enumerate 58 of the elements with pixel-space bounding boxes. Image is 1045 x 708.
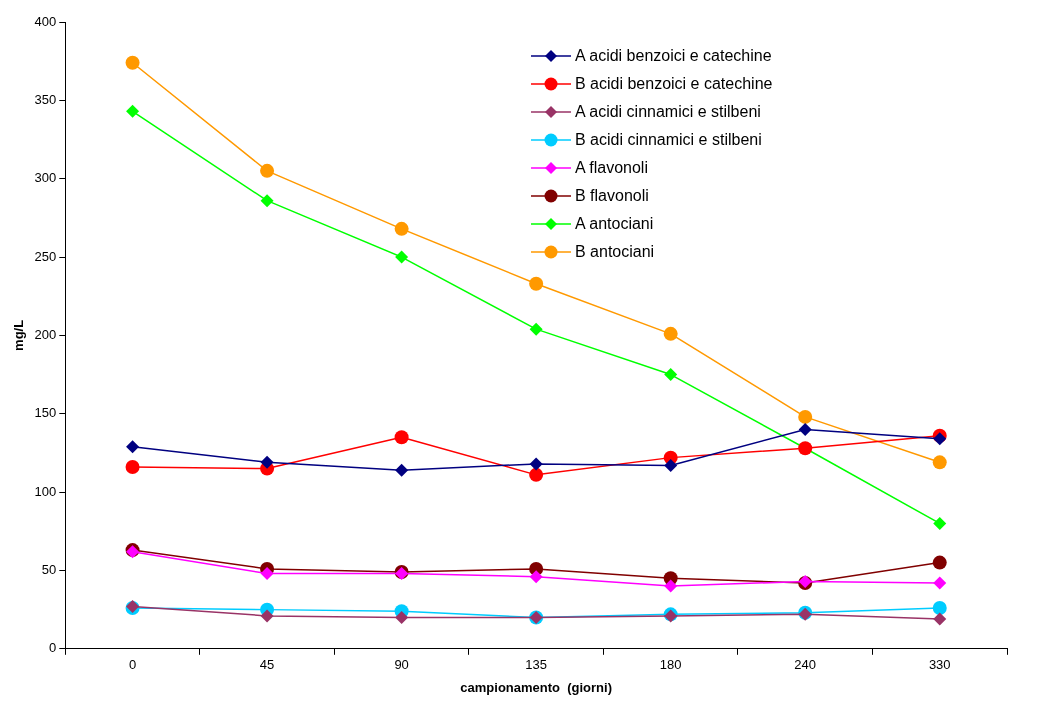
point [664, 368, 678, 382]
legend-label: B acidi cinnamici e stilbeni [575, 131, 762, 149]
point [663, 326, 678, 341]
point [260, 194, 274, 208]
point [126, 104, 140, 118]
x-tick-label: 135 [525, 657, 547, 673]
point [798, 409, 813, 424]
point [529, 276, 544, 291]
y-tick-label: 0 [49, 640, 57, 656]
x-axis-title: campionamento (giorni) [460, 679, 612, 695]
point [395, 250, 409, 264]
y-tick-label: 50 [41, 562, 57, 578]
point [933, 432, 947, 446]
point [798, 422, 812, 436]
point [529, 467, 544, 482]
point [260, 163, 275, 178]
point [260, 609, 274, 623]
y-tick-label: 150 [34, 405, 57, 421]
legend-label: A acidi cinnamici e stilbeni [575, 103, 761, 121]
legend-label: A acidi benzoici e catechine [575, 47, 772, 65]
point [932, 555, 947, 570]
x-tick-label: 330 [928, 657, 951, 673]
x-tick-label: 45 [259, 657, 275, 673]
x-tick-label: 90 [394, 657, 409, 673]
legend-label: B acidi benzoici e catechine [575, 75, 773, 93]
point [529, 457, 543, 471]
point [395, 463, 409, 477]
point [664, 458, 678, 472]
point [932, 455, 947, 470]
legend-label: B antociani [575, 243, 655, 261]
point [394, 430, 409, 445]
x-tick-label: 0 [128, 657, 137, 673]
y-tick-label: 200 [34, 326, 57, 342]
y-tick-label: 300 [34, 170, 57, 186]
y-tick-label: 350 [34, 91, 57, 107]
point [260, 455, 274, 469]
point [664, 579, 678, 593]
y-tick-label: 100 [34, 483, 57, 499]
y-tick-label: 250 [34, 248, 57, 264]
x-tick-label: 240 [794, 657, 817, 673]
y-axis-title: mg/L [11, 319, 27, 351]
point [126, 440, 140, 454]
point [125, 55, 140, 70]
point [125, 460, 140, 475]
point [260, 567, 274, 581]
legend-label: A flavonoli [575, 159, 648, 177]
legend-label: A antociani [575, 215, 654, 233]
point [395, 610, 409, 624]
point [933, 612, 947, 626]
point [529, 570, 543, 584]
point [933, 576, 947, 590]
point [933, 516, 947, 530]
point [394, 221, 409, 236]
legend-label: B flavonoli [575, 187, 649, 205]
point [529, 322, 543, 336]
y-tick-label: 400 [34, 13, 57, 29]
point [932, 601, 947, 616]
x-tick-label: 180 [659, 657, 682, 673]
